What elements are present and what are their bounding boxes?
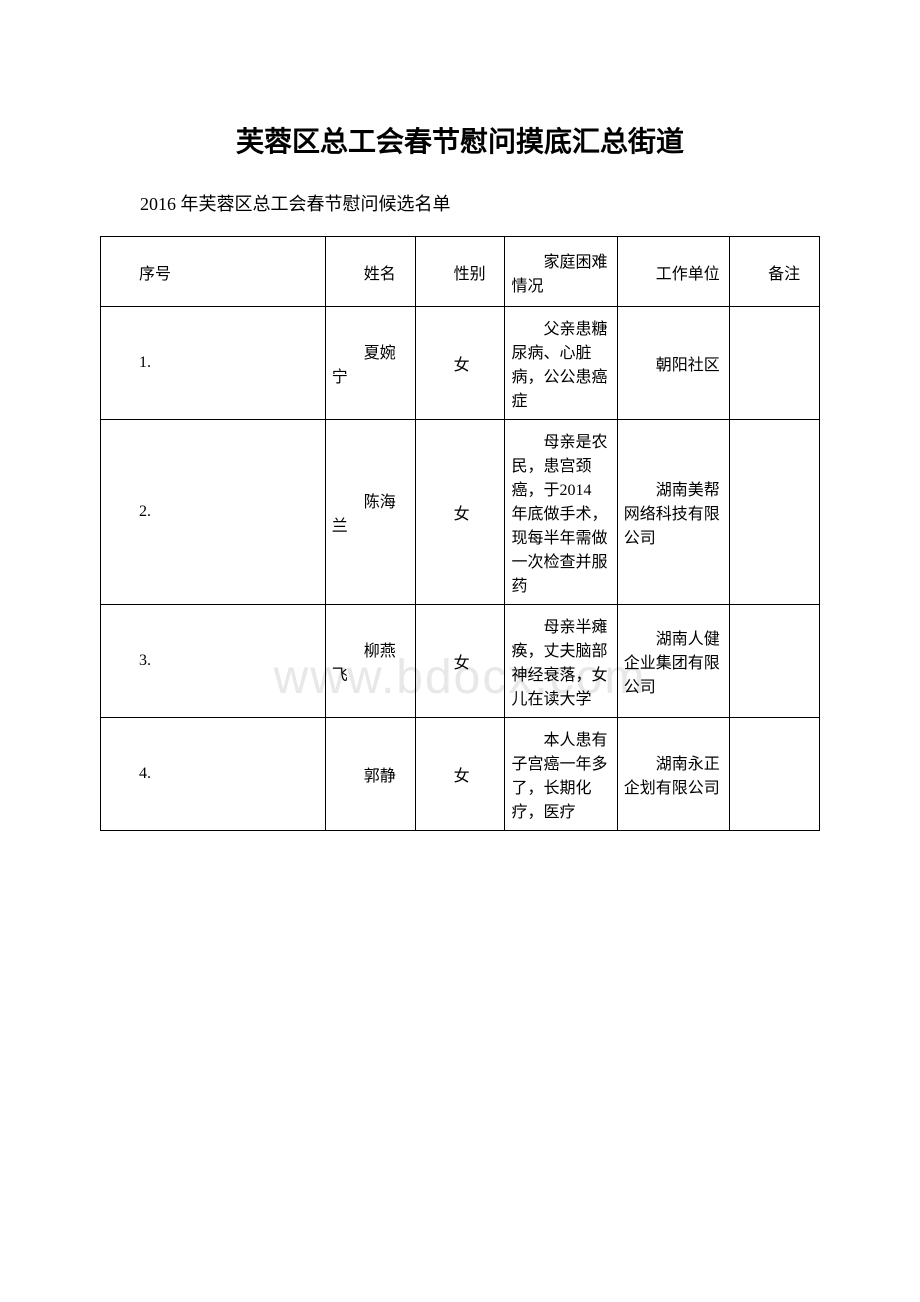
header-remark: 备注: [730, 237, 820, 307]
header-unit: 工作单位: [617, 237, 729, 307]
cell-remark: [730, 605, 820, 718]
cell-gender: 女: [415, 718, 505, 831]
table-row: 3. 柳燕飞 女 母亲半瘫痪，丈夫脑部神经衰落，女儿在读大学 湖南人健企业集团有…: [101, 605, 820, 718]
page-title: 芙蓉区总工会春节慰问摸底汇总街道: [100, 120, 820, 160]
cell-gender: 女: [415, 420, 505, 605]
document-content: 芙蓉区总工会春节慰问摸底汇总街道 2016 年芙蓉区总工会春节慰问候选名单 序号…: [100, 120, 820, 831]
header-seq: 序号: [101, 237, 326, 307]
cell-gender: 女: [415, 307, 505, 420]
cell-seq: 4.: [101, 718, 326, 831]
table-header-row: 序号 姓名 性别 家庭困难情况 工作单位 备注: [101, 237, 820, 307]
cell-name: 郭静: [325, 718, 415, 831]
cell-remark: [730, 420, 820, 605]
cell-seq: 2.: [101, 420, 326, 605]
header-name: 姓名: [325, 237, 415, 307]
cell-unit: 朝阳社区: [617, 307, 729, 420]
cell-situation: 母亲半瘫痪，丈夫脑部神经衰落，女儿在读大学: [505, 605, 617, 718]
cell-gender: 女: [415, 605, 505, 718]
cell-remark: [730, 307, 820, 420]
table-row: 1. 夏婉宁 女 父亲患糖尿病、心脏病，公公患癌症 朝阳社区: [101, 307, 820, 420]
header-situation: 家庭困难情况: [505, 237, 617, 307]
table-row: 4. 郭静 女 本人患有子宫癌一年多了，长期化疗，医疗 湖南永正企划有限公司: [101, 718, 820, 831]
cell-name: 陈海兰: [325, 420, 415, 605]
cell-seq: 1.: [101, 307, 326, 420]
page-subtitle: 2016 年芙蓉区总工会春节慰问候选名单: [140, 190, 820, 216]
cell-unit: 湖南永正企划有限公司: [617, 718, 729, 831]
cell-name: 柳燕飞: [325, 605, 415, 718]
cell-name: 夏婉宁: [325, 307, 415, 420]
cell-situation: 母亲是农民，患宫颈癌，于2014 年底做手术，现每半年需做一次检查并服药: [505, 420, 617, 605]
cell-unit: 湖南人健企业集团有限公司: [617, 605, 729, 718]
candidate-table: 序号 姓名 性别 家庭困难情况 工作单位 备注 1. 夏婉宁 女 父亲患糖尿病、…: [100, 236, 820, 831]
cell-seq: 3.: [101, 605, 326, 718]
cell-unit: 湖南美帮网络科技有限公司: [617, 420, 729, 605]
table-row: 2. 陈海兰 女 母亲是农民，患宫颈癌，于2014 年底做手术，现每半年需做一次…: [101, 420, 820, 605]
header-gender: 性别: [415, 237, 505, 307]
cell-situation: 父亲患糖尿病、心脏病，公公患癌症: [505, 307, 617, 420]
cell-situation: 本人患有子宫癌一年多了，长期化疗，医疗: [505, 718, 617, 831]
cell-remark: [730, 718, 820, 831]
